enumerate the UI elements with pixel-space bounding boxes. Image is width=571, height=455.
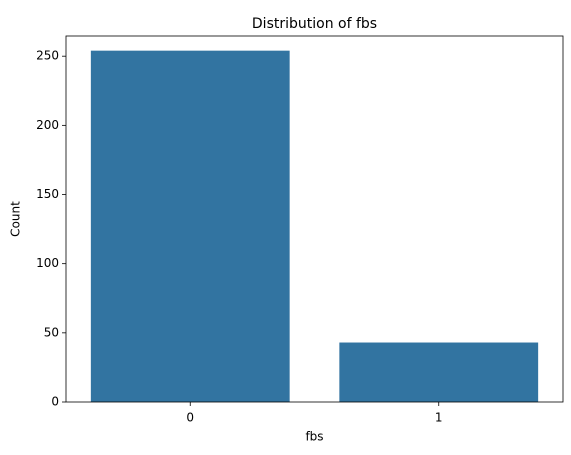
x-tick-label: 1 — [435, 411, 443, 425]
y-tick-label: 50 — [44, 325, 59, 339]
bar — [90, 50, 290, 402]
chart-title: Distribution of fbs — [252, 16, 377, 32]
x-axis-label: fbs — [305, 430, 323, 444]
y-axis-label: Count — [9, 201, 23, 237]
bar — [339, 342, 539, 402]
y-tick-label: 100 — [36, 256, 59, 270]
y-tick-label: 200 — [36, 118, 59, 132]
y-tick-label: 150 — [36, 187, 59, 201]
x-tick-label: 0 — [186, 411, 194, 425]
y-tick-label: 0 — [51, 395, 59, 409]
y-tick-label: 250 — [36, 49, 59, 63]
plot-frame — [65, 35, 564, 403]
